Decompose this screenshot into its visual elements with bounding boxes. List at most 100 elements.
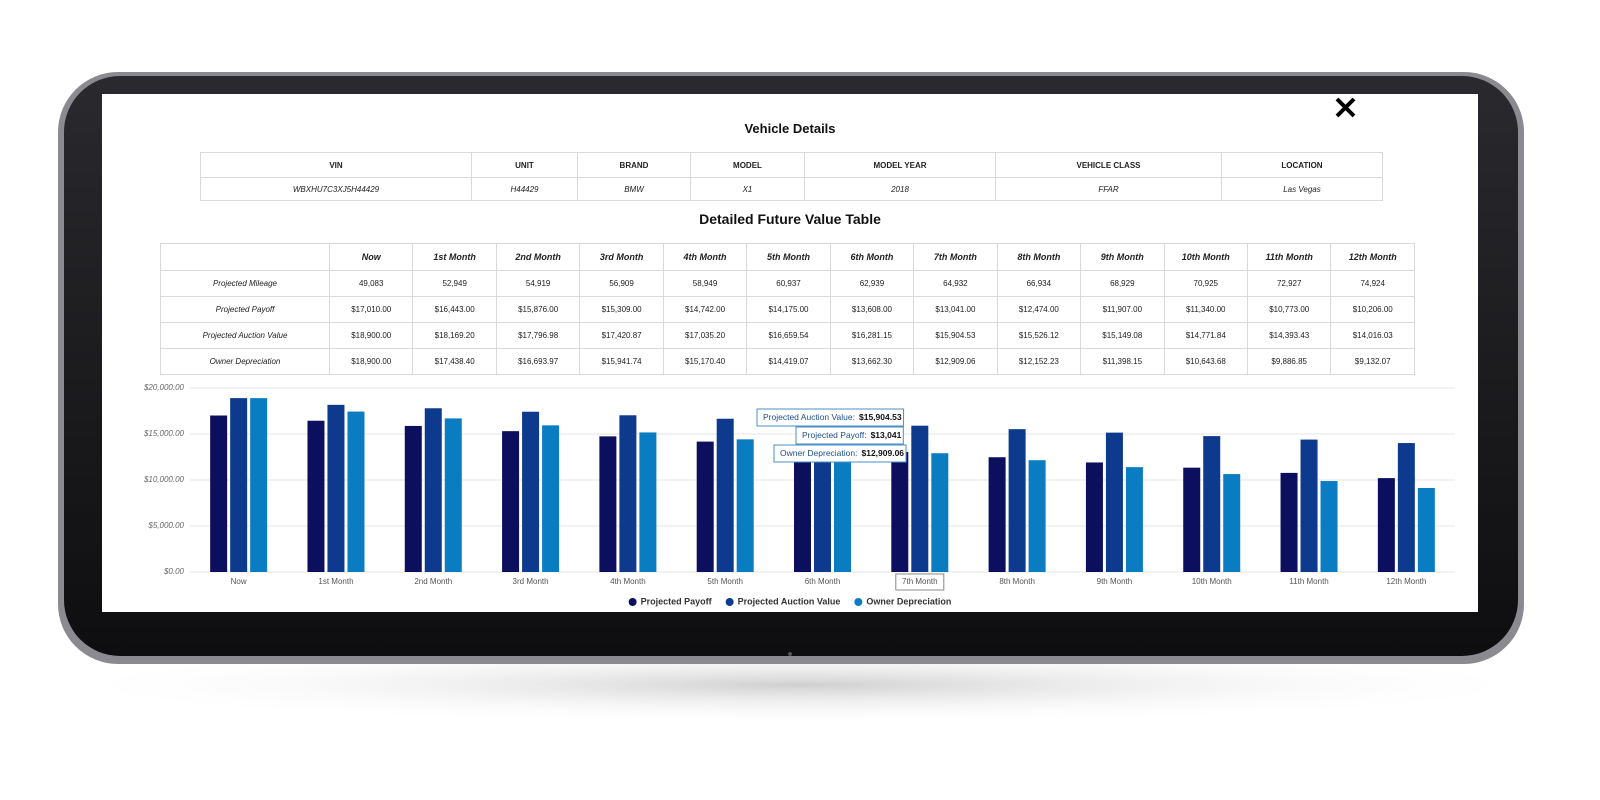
x-tick-label: 5th Month	[707, 577, 743, 586]
data-cell: $14,742.00	[662, 296, 748, 323]
bar	[696, 441, 714, 572]
bar	[424, 408, 442, 572]
bar	[404, 425, 422, 572]
data-cell: 58,949	[662, 270, 748, 297]
header-cell: 2nd Month	[495, 243, 581, 271]
data-cell: 60,937	[746, 270, 831, 297]
tooltip-text: Owner Depreciation: $12,909.06	[780, 448, 904, 458]
y-tick-label: $15,000.00	[143, 429, 185, 438]
x-tick-label: 2nd Month	[414, 577, 452, 586]
bar	[347, 411, 365, 572]
bar	[444, 418, 462, 572]
data-cell: 74,924	[1330, 270, 1415, 297]
tooltip-label: Projected Auction Value:	[763, 412, 855, 422]
data-row: Projected Payoff $17,010.00 $16,443.00 $15,…	[160, 296, 1415, 323]
device-shadow	[40, 645, 1560, 725]
header-cell: 3rd Month	[579, 243, 664, 271]
data-cell: $11,907.00	[1080, 296, 1165, 323]
header-cell: 10th Month	[1163, 243, 1248, 271]
data-cell: 64,932	[913, 270, 998, 297]
legend-swatch	[628, 598, 637, 606]
legend-label: Projected Payoff	[641, 596, 713, 606]
data-cell: $15,904.53	[913, 322, 998, 349]
data-cell: $17,438.40	[412, 348, 497, 375]
data-cell: $15,170.40	[662, 348, 748, 375]
row-label: Projected Mileage	[160, 270, 330, 297]
hover-label-box	[895, 573, 945, 591]
data-cell: $16,443.00	[412, 296, 497, 323]
bar	[1085, 462, 1103, 572]
data-cell: $12,152.23	[996, 348, 1082, 375]
bar	[327, 404, 345, 572]
header-cell: MODEL YEAR	[804, 152, 996, 178]
data-cell: $14,016.03	[1330, 322, 1415, 349]
data-cell: $13,662.30	[829, 348, 915, 375]
close-button[interactable]	[1335, 97, 1356, 118]
tooltip-box	[795, 426, 904, 445]
data-cell: 56,909	[579, 270, 664, 297]
bar	[599, 436, 617, 572]
data-cell: $14,175.00	[746, 296, 831, 323]
tooltip-label: Projected Payoff:	[802, 430, 867, 440]
vehicle-details-title: Vehicle Details	[744, 121, 836, 136]
vehicle-details-table: VIN UNIT BRAND MODEL MODEL YEAR VEHICLE CLASS…	[200, 152, 1383, 201]
bar	[542, 425, 560, 572]
data-cell: $18,900.00	[328, 322, 414, 349]
header-cell: 8th Month	[996, 243, 1082, 271]
bar	[230, 398, 248, 572]
data-cell: $11,398.15	[1080, 348, 1165, 375]
legend-swatch	[725, 598, 734, 606]
row-label: Owner Depreciation	[160, 348, 330, 375]
bar	[931, 453, 949, 572]
legend-label: Owner Depreciation	[866, 596, 951, 606]
x-tick-label: 10th Month	[1192, 577, 1232, 586]
tooltip-text: Projected Payoff: $13,041	[802, 430, 902, 440]
bar	[1105, 432, 1123, 572]
bar	[1377, 478, 1395, 572]
data-cell: $15,149.08	[1080, 322, 1165, 349]
header-row: VIN UNIT BRAND MODEL MODEL YEAR VEHICLE CLASS…	[200, 152, 1383, 178]
x-tick-label: 7th Month	[902, 577, 938, 586]
bar	[210, 415, 228, 572]
bar	[736, 439, 754, 572]
data-cell: $9,886.85	[1246, 348, 1332, 375]
data-cell: BMW	[577, 177, 691, 201]
header-cell: 6th Month	[829, 243, 915, 271]
header-cell: 1st Month	[412, 243, 497, 271]
tooltip-item: Projected Auction Value: $15,904.53	[756, 408, 905, 427]
data-cell: $15,309.00	[579, 296, 664, 323]
header-cell: UNIT	[471, 152, 578, 178]
bar	[891, 452, 909, 572]
data-cell: 49,083	[328, 270, 414, 297]
x-tick-label: 9th Month	[1097, 577, 1133, 586]
data-cell: $16,281.15	[829, 322, 915, 349]
x-tick-label: 6th Month	[805, 577, 841, 586]
data-cell: FFAR	[995, 177, 1222, 201]
header-row: Now 1st Month 2nd Month 3rd Month 4th Month 5…	[160, 243, 1415, 271]
tooltip-text: Projected Auction Value: $15,904.53	[763, 412, 902, 422]
bar	[1300, 439, 1318, 572]
header-cell: LOCATION	[1221, 152, 1383, 178]
bar	[794, 446, 811, 572]
data-cell: $12,474.00	[996, 296, 1082, 323]
bar	[1280, 472, 1298, 572]
data-cell: 66,934	[996, 270, 1082, 297]
data-cell: 2018	[804, 177, 996, 201]
data-cell: $11,340.00	[1163, 296, 1248, 323]
bar	[1223, 474, 1241, 572]
data-cell: $14,393.43	[1246, 322, 1332, 349]
data-cell: $17,796.98	[495, 322, 581, 349]
bar	[1125, 467, 1143, 572]
header-cell: 7th Month	[913, 243, 998, 271]
data-cell: $15,876.00	[495, 296, 581, 323]
header-cell: 9th Month	[1080, 243, 1165, 271]
legend-swatch	[854, 598, 863, 606]
bar	[502, 431, 520, 572]
data-cell: 70,925	[1163, 270, 1248, 297]
header-cell: 11th Month	[1246, 243, 1332, 271]
bar	[1397, 443, 1415, 572]
tooltip-value: $13,041	[871, 430, 902, 440]
